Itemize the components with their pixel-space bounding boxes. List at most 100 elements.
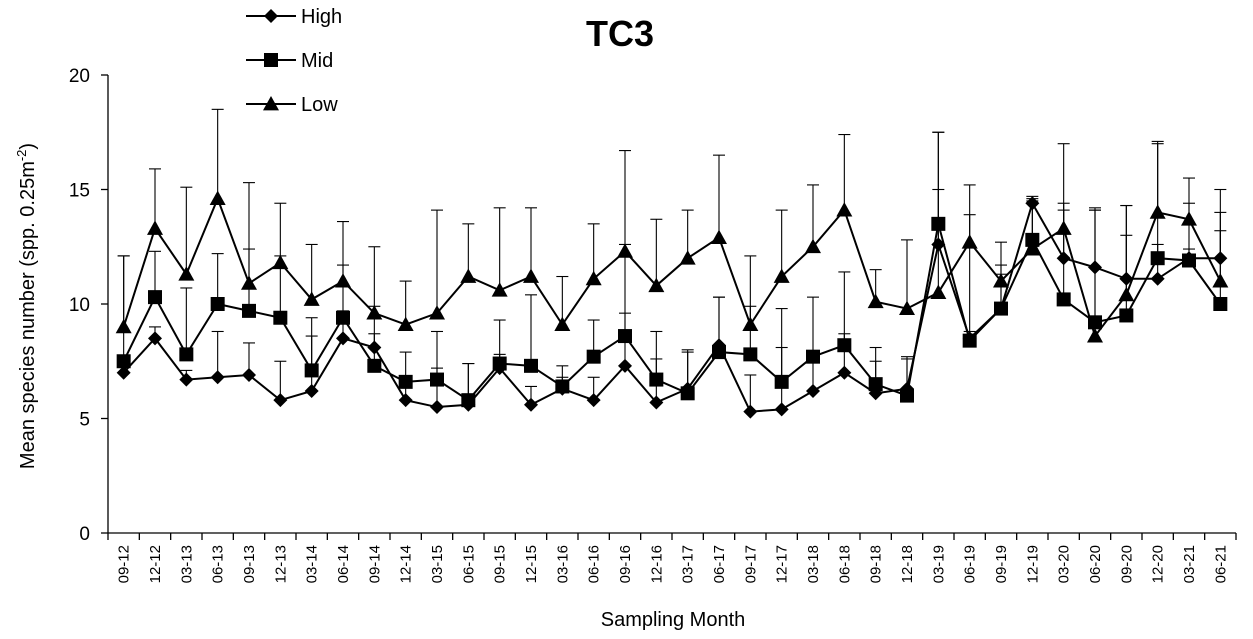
data-point [335, 273, 351, 288]
data-point [585, 270, 602, 286]
data-point [618, 329, 632, 344]
series-mid [116, 131, 1228, 408]
x-tick-label: 12-16 [648, 545, 665, 583]
data-point [336, 310, 350, 325]
x-tick-label: 12-18 [899, 545, 916, 583]
x-tick-label: 06-14 [335, 545, 352, 583]
x-axis-title: Sampling Month [601, 609, 746, 631]
data-point [930, 284, 947, 299]
data-point [555, 379, 570, 394]
x-tick-label: 09-20 [1118, 545, 1135, 583]
data-point [1181, 211, 1197, 226]
data-point [430, 372, 444, 387]
data-point [460, 268, 477, 283]
data-point [1213, 297, 1228, 311]
x-tick-label: 12-13 [272, 545, 289, 583]
y-axis-title-end: ) [17, 143, 39, 150]
data-point [961, 234, 978, 249]
x-tick-label: 12-14 [398, 545, 415, 583]
data-point [868, 377, 883, 392]
x-tick-label: 12-19 [1024, 545, 1041, 583]
data-point [742, 316, 759, 332]
data-point [837, 338, 852, 353]
data-point [680, 386, 695, 401]
data-point [179, 347, 194, 362]
data-point [242, 303, 256, 318]
legend-marker [264, 9, 278, 23]
data-point [617, 243, 633, 258]
data-point [524, 397, 538, 412]
x-tick-label: 06-15 [460, 545, 477, 583]
x-tick-label: 09-18 [868, 545, 885, 583]
y-tick-label: 15 [69, 181, 90, 202]
data-point [900, 388, 914, 403]
data-point [743, 347, 758, 362]
data-point [836, 202, 853, 217]
data-point [586, 349, 601, 364]
data-point [304, 384, 319, 399]
y-tick-label: 0 [79, 524, 90, 545]
chart-title: TC3 [586, 13, 654, 54]
x-tick-label: 09-17 [742, 545, 759, 583]
data-point [398, 393, 413, 408]
data-point [273, 393, 288, 408]
series-low [115, 108, 1229, 343]
data-point [430, 400, 444, 415]
data-point [1119, 308, 1134, 323]
legend-marker [263, 96, 279, 111]
data-point [1055, 220, 1072, 235]
y-tick-label: 10 [69, 295, 90, 316]
x-tick-label: 06-16 [586, 545, 603, 583]
data-point [679, 250, 696, 265]
x-tick-label: 12-12 [147, 545, 164, 583]
data-point [241, 275, 257, 290]
data-point [649, 372, 664, 387]
x-tick-label: 06-18 [836, 545, 853, 583]
x-tick-label: 06-19 [962, 545, 979, 583]
x-tick-label: 12-20 [1150, 545, 1167, 583]
data-point [1056, 292, 1071, 307]
data-point [1182, 253, 1196, 268]
x-tick-label: 03-14 [304, 545, 321, 583]
legend-label: Mid [301, 50, 333, 72]
data-point [397, 316, 414, 332]
legend-label: High [301, 6, 342, 28]
data-point [304, 363, 319, 378]
data-point [837, 365, 852, 380]
data-point [272, 254, 289, 270]
data-point [524, 358, 538, 373]
data-point [210, 297, 225, 311]
y-axis-title: Mean species number (spp. 0.25m-2) [14, 143, 39, 469]
data-point [178, 266, 195, 281]
x-tick-label: 09-19 [993, 545, 1010, 583]
legend: High Mid Low [246, 6, 342, 116]
data-point [366, 305, 383, 320]
y-tick-label: 5 [79, 410, 90, 431]
data-point [148, 290, 162, 305]
legend-item-high: High [246, 6, 342, 28]
data-point [1087, 328, 1103, 343]
data-point [492, 356, 507, 371]
data-point [805, 238, 821, 254]
data-point [523, 268, 539, 283]
data-point [1024, 241, 1041, 256]
data-point [712, 345, 726, 360]
data-point [116, 365, 131, 380]
data-point [618, 358, 632, 373]
data-point [461, 393, 476, 408]
legend-marker [264, 53, 278, 67]
x-tick-label: 09-12 [116, 545, 133, 583]
data-point [1150, 271, 1165, 286]
data-point [711, 229, 727, 244]
data-point [148, 331, 162, 346]
data-point [336, 331, 350, 346]
data-point [116, 354, 131, 369]
data-point [179, 372, 194, 387]
y-axis-title-superscript: -2 [14, 150, 29, 162]
x-tick-label: 03-16 [554, 545, 571, 583]
data-point [774, 402, 789, 417]
x-tick-label: 03-18 [805, 545, 822, 583]
data-point [994, 301, 1008, 316]
data-point [1118, 286, 1135, 302]
